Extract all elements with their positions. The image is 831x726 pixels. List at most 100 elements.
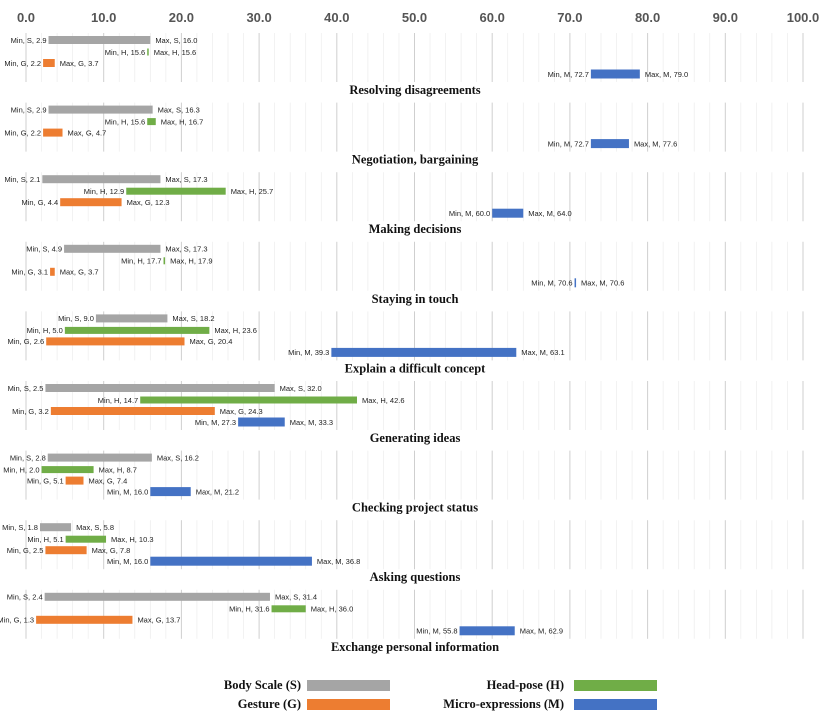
min-label: Min, H, 31.6 [229,605,269,614]
legend-label: Gesture (G) [238,697,301,711]
min-label: Min, H, 15.6 [105,117,145,126]
range-bar-g [50,267,55,276]
range-bar-h [126,187,226,195]
min-label: Min, M, 72.7 [548,70,589,79]
max-label: Max, M, 36.8 [317,557,360,566]
group-title: Negotiation, bargaining [352,153,479,167]
range-bar-s [39,523,72,532]
range-bar-g [43,128,63,137]
min-label: Min, S, 9.0 [58,314,94,323]
min-label: Min, G, 1.3 [0,616,34,625]
min-label: Min, S, 2.5 [8,384,44,393]
min-label: Min, S, 1.8 [2,523,38,532]
max-label: Max, S, 17.3 [165,175,207,184]
max-label: Max, S, 31.4 [275,593,317,602]
range-bar-g [60,198,122,207]
range-bar-s [44,592,270,601]
max-label: Max, M, 79.0 [645,70,688,79]
range-bar-h [271,605,306,613]
max-label: Max, M, 33.3 [290,418,333,427]
min-label: Min, H, 17.7 [121,257,161,266]
range-bar-g [43,59,55,67]
range-bar-g [65,476,84,485]
min-label: Min, H, 5.0 [27,326,63,335]
chart-group: Min, S, 2.4 Max, S, 31.4 Min, H, 31.6 Max, … [0,593,563,654]
legend-label: Body Scale (S) [224,678,301,692]
chart-group: Min, S, 2.5 Max, S, 32.0 Min, H, 14.7 Max, … [8,384,461,445]
legend-swatch [307,680,390,691]
x-tick-label: 70.0 [557,10,582,25]
min-label: Min, G, 2.2 [4,59,41,68]
x-tick-label: 10.0 [91,10,116,25]
range-bar-g [36,615,133,624]
x-tick-label: 40.0 [324,10,349,25]
x-tick-label: 80.0 [635,10,660,25]
max-label: Max, M, 21.2 [196,487,239,496]
gridlines [25,33,804,639]
x-tick-label: 30.0 [246,10,271,25]
min-label: Min, M, 70.6 [531,279,572,288]
max-label: Max, G, 12.3 [127,198,170,207]
max-label: Max, G, 24.3 [220,407,263,416]
max-label: Max, G, 20.4 [190,337,233,346]
range-bar-h [163,257,166,265]
x-tick-label: 50.0 [402,10,427,25]
max-label: Max, H, 16.7 [161,117,204,126]
group-title: Asking questions [370,570,461,584]
x-axis-ticks: 0.0 10.0 20.0 30.0 40.0 50.0 60.0 70.0 80.0 90.0 1… [17,10,819,25]
x-tick-label: 0.0 [17,10,35,25]
range-bar-h [147,118,156,126]
min-label: Min, S, 2.9 [11,105,47,114]
range-bar-m [590,139,629,149]
range-bar-g [50,407,215,415]
range-bar-s [64,244,161,253]
max-label: Max, G, 7.8 [92,546,131,555]
chart-groups: Min, S, 2.9 Max, S, 16.0 Min, H, 15.6 Max, … [0,36,688,654]
min-label: Min, G, 2.5 [7,546,44,555]
max-label: Max, G, 7.4 [88,476,127,485]
max-label: Max, H, 15.6 [154,48,197,57]
group-title: Checking project status [352,501,478,515]
range-bar-g [45,546,87,555]
range-bar-h [64,326,210,334]
max-label: Max, H, 23.6 [214,326,257,335]
min-label: Min, S, 2.8 [10,453,46,462]
chart-group: Min, S, 9.0 Max, S, 18.2 Min, H, 5.0 Max, H… [8,314,565,375]
max-label: Max, G, 3.7 [60,268,99,277]
range-bar-m [459,626,515,636]
max-label: Max, M, 77.6 [634,139,677,148]
max-label: Max, H, 8.7 [99,465,137,474]
max-label: Max, G, 13.7 [137,616,180,625]
min-label: Min, H, 2.0 [3,465,39,474]
range-bar-m [150,487,191,497]
min-label: Min, S, 2.9 [11,36,47,45]
range-bar-h [65,535,107,543]
legend-label: Micro-expressions (M) [443,697,564,711]
max-label: Max, G, 4.7 [68,128,107,137]
x-tick-label: 100.0 [787,10,820,25]
group-title: Generating ideas [370,431,461,445]
x-tick-label: 90.0 [713,10,738,25]
legend-label: Head-pose (H) [487,678,564,692]
min-label: Min, H, 12.9 [84,187,124,196]
min-label: Min, S, 2.1 [4,175,40,184]
group-title: Explain a difficult concept [345,361,486,375]
max-label: Max, M, 70.6 [581,279,624,288]
group-title: Staying in touch [372,292,459,306]
max-label: Max, M, 62.9 [520,627,563,636]
min-label: Min, G, 2.2 [4,128,41,137]
max-label: Max, M, 64.0 [528,209,571,218]
min-label: Min, M, 60.0 [449,209,490,218]
legend-swatch [307,699,390,710]
min-label: Min, S, 2.4 [7,593,43,602]
x-tick-label: 60.0 [480,10,505,25]
min-label: Min, H, 5.1 [27,535,63,544]
group-title: Making decisions [369,222,462,236]
group-title: Resolving disagreements [349,83,480,97]
max-label: Max, H, 42.6 [362,396,405,405]
min-label: Min, G, 4.4 [22,198,59,207]
max-label: Max, S, 32.0 [280,384,322,393]
range-bar-s [42,175,161,184]
range-bar-h [41,466,94,474]
